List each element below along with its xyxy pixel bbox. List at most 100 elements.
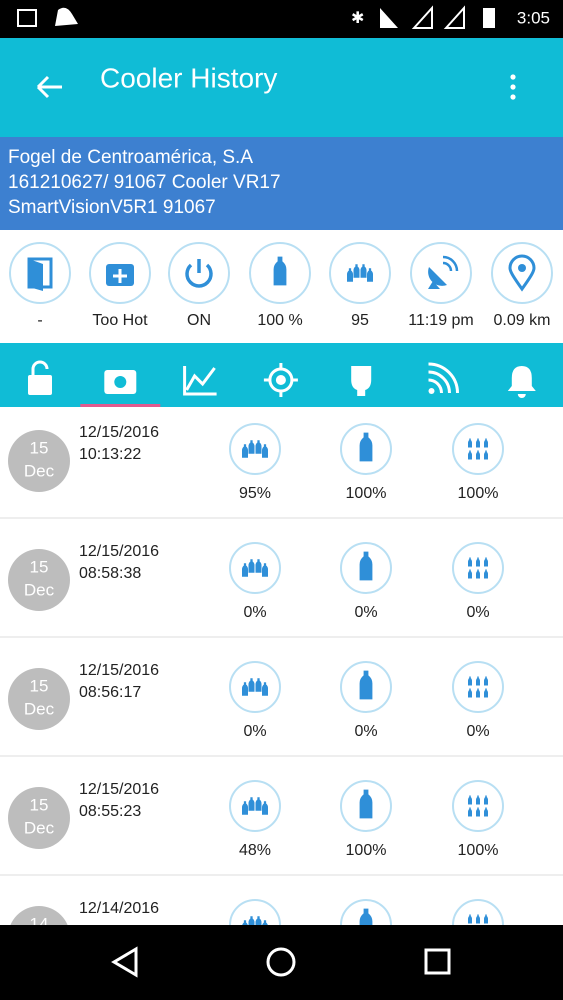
- icon-glyph: [442, 255, 459, 272]
- tab-lock[interactable]: [0, 343, 80, 407]
- history-row[interactable]: 15 Dec 12/15/2016 08:58:38 0% 0% 0%: [0, 526, 563, 645]
- history-row[interactable]: 14 12/14/2016: [0, 883, 563, 1000]
- metric-value: 100%: [346, 485, 387, 502]
- metric-icon-circle: [229, 423, 281, 475]
- row-date: 12/15/2016: [79, 781, 159, 798]
- bottle-glyph: [262, 682, 268, 696]
- status-icon-circle: [491, 242, 553, 304]
- bottle-glyph: [484, 557, 488, 567]
- tab-hit: [161, 343, 241, 407]
- status-item: ON: [168, 242, 230, 329]
- tab-glyph: [183, 366, 217, 396]
- bottle-glyph: [347, 268, 353, 282]
- bottle-glyph: [484, 569, 488, 579]
- status-item: -: [9, 242, 71, 329]
- tab-plug[interactable]: [321, 343, 401, 407]
- row-time: 08:58:38: [79, 565, 141, 582]
- icon-glyph: [185, 259, 213, 288]
- nav-home[interactable]: [266, 947, 296, 977]
- toolbar-title: Cooler History: [100, 62, 277, 93]
- bottle-glyph: [242, 444, 248, 458]
- tab-signal[interactable]: [402, 343, 482, 407]
- badge-month: Dec: [24, 580, 55, 599]
- date-badge: [8, 549, 70, 611]
- metric-icon-circle: [452, 423, 504, 475]
- status-label: 100 %: [257, 312, 302, 329]
- bottle-glyph: [484, 688, 488, 698]
- icon-glyph: [29, 259, 43, 291]
- tab-glyph: [507, 366, 536, 398]
- bottle-glyph: [262, 563, 268, 577]
- icon-glyph: [113, 258, 127, 283]
- bottle-glyph: [248, 916, 255, 925]
- history-row[interactable]: 15 Dec 12/15/2016 08:56:17 0% 0% 0%: [0, 645, 563, 764]
- row-date: 12/15/2016: [79, 662, 159, 679]
- bottle-glyph: [476, 914, 480, 924]
- tab-target[interactable]: [241, 343, 321, 407]
- metric-icon-circle: [452, 899, 504, 925]
- status-label: 95: [351, 312, 369, 329]
- metric-value: 0%: [466, 723, 489, 740]
- info-panel: [0, 137, 563, 230]
- bottle-glyph: [262, 801, 268, 815]
- bottle-glyph: [468, 676, 472, 686]
- wifi-icon: [380, 8, 398, 28]
- nav-back[interactable]: [111, 946, 138, 978]
- tab-chart[interactable]: [161, 343, 241, 407]
- back-button[interactable]: [36, 75, 62, 99]
- battery-icon: [483, 8, 495, 28]
- icon-glyph: [518, 264, 526, 272]
- history-row[interactable]: 15 Dec 12/15/2016 10:13:22 95% 100% 100%: [0, 407, 563, 526]
- history-row[interactable]: 15 Dec 12/15/2016 08:55:23 48% 100% 100%: [0, 764, 563, 883]
- bottle-glyph: [242, 682, 248, 696]
- nav-recents[interactable]: [424, 948, 451, 975]
- metric-value: 100%: [346, 842, 387, 859]
- badge-day: 15: [30, 557, 49, 576]
- status-label: ON: [187, 312, 211, 329]
- metric-value: 0%: [243, 723, 266, 740]
- metric-icon-circle: [452, 542, 504, 594]
- metric-icon-circle: [229, 780, 281, 832]
- bottle-glyph: [248, 797, 255, 811]
- bottle-glyph: [242, 801, 248, 815]
- bottle-glyph: [476, 450, 480, 460]
- status-label: -: [37, 312, 42, 329]
- info-line: Fogel de Centroamérica, S.A: [8, 147, 253, 168]
- metric-value: 0%: [243, 604, 266, 621]
- status-icon-circle: [329, 242, 391, 304]
- tab-glyph: [263, 363, 298, 397]
- bottle-glyph: [273, 256, 287, 286]
- bottle-glyph: [476, 438, 480, 448]
- bottle-glyph: [476, 569, 480, 579]
- row-date: 12/15/2016: [79, 543, 159, 560]
- bottle-glyph: [484, 450, 488, 460]
- bottle-glyph: [476, 807, 480, 817]
- bottle-glyph: [255, 440, 262, 454]
- nav-bar: [0, 925, 563, 1000]
- bottle-glyph: [468, 450, 472, 460]
- status-label: 11:19 pm: [408, 312, 474, 329]
- badge-day: 15: [30, 438, 49, 457]
- metric-icon-circle: [229, 661, 281, 713]
- bottle-glyph: [468, 569, 472, 579]
- tab-indicator: [80, 404, 161, 407]
- badge-month: Dec: [24, 461, 55, 480]
- metric-value: 95%: [239, 485, 271, 502]
- menu-button[interactable]: [510, 74, 516, 100]
- status-item: 100 %: [249, 242, 311, 329]
- bottle-glyph: [255, 916, 262, 925]
- metric-icon-circle: [229, 899, 281, 925]
- status-item: 0.09 km: [491, 242, 553, 329]
- bottle-glyph: [242, 563, 248, 577]
- tab-glyph: [28, 375, 52, 395]
- tab-bell[interactable]: [482, 343, 562, 407]
- date-badge: [8, 787, 70, 849]
- tab-glyph: [428, 388, 435, 394]
- status-item: 95: [329, 242, 391, 329]
- bottle-glyph: [359, 551, 373, 581]
- metric-value: 100%: [458, 485, 499, 502]
- tab-camera[interactable]: [80, 343, 161, 407]
- bottle-glyph: [262, 444, 268, 458]
- status-item: Too Hot: [89, 242, 151, 329]
- date-badge: [8, 668, 70, 730]
